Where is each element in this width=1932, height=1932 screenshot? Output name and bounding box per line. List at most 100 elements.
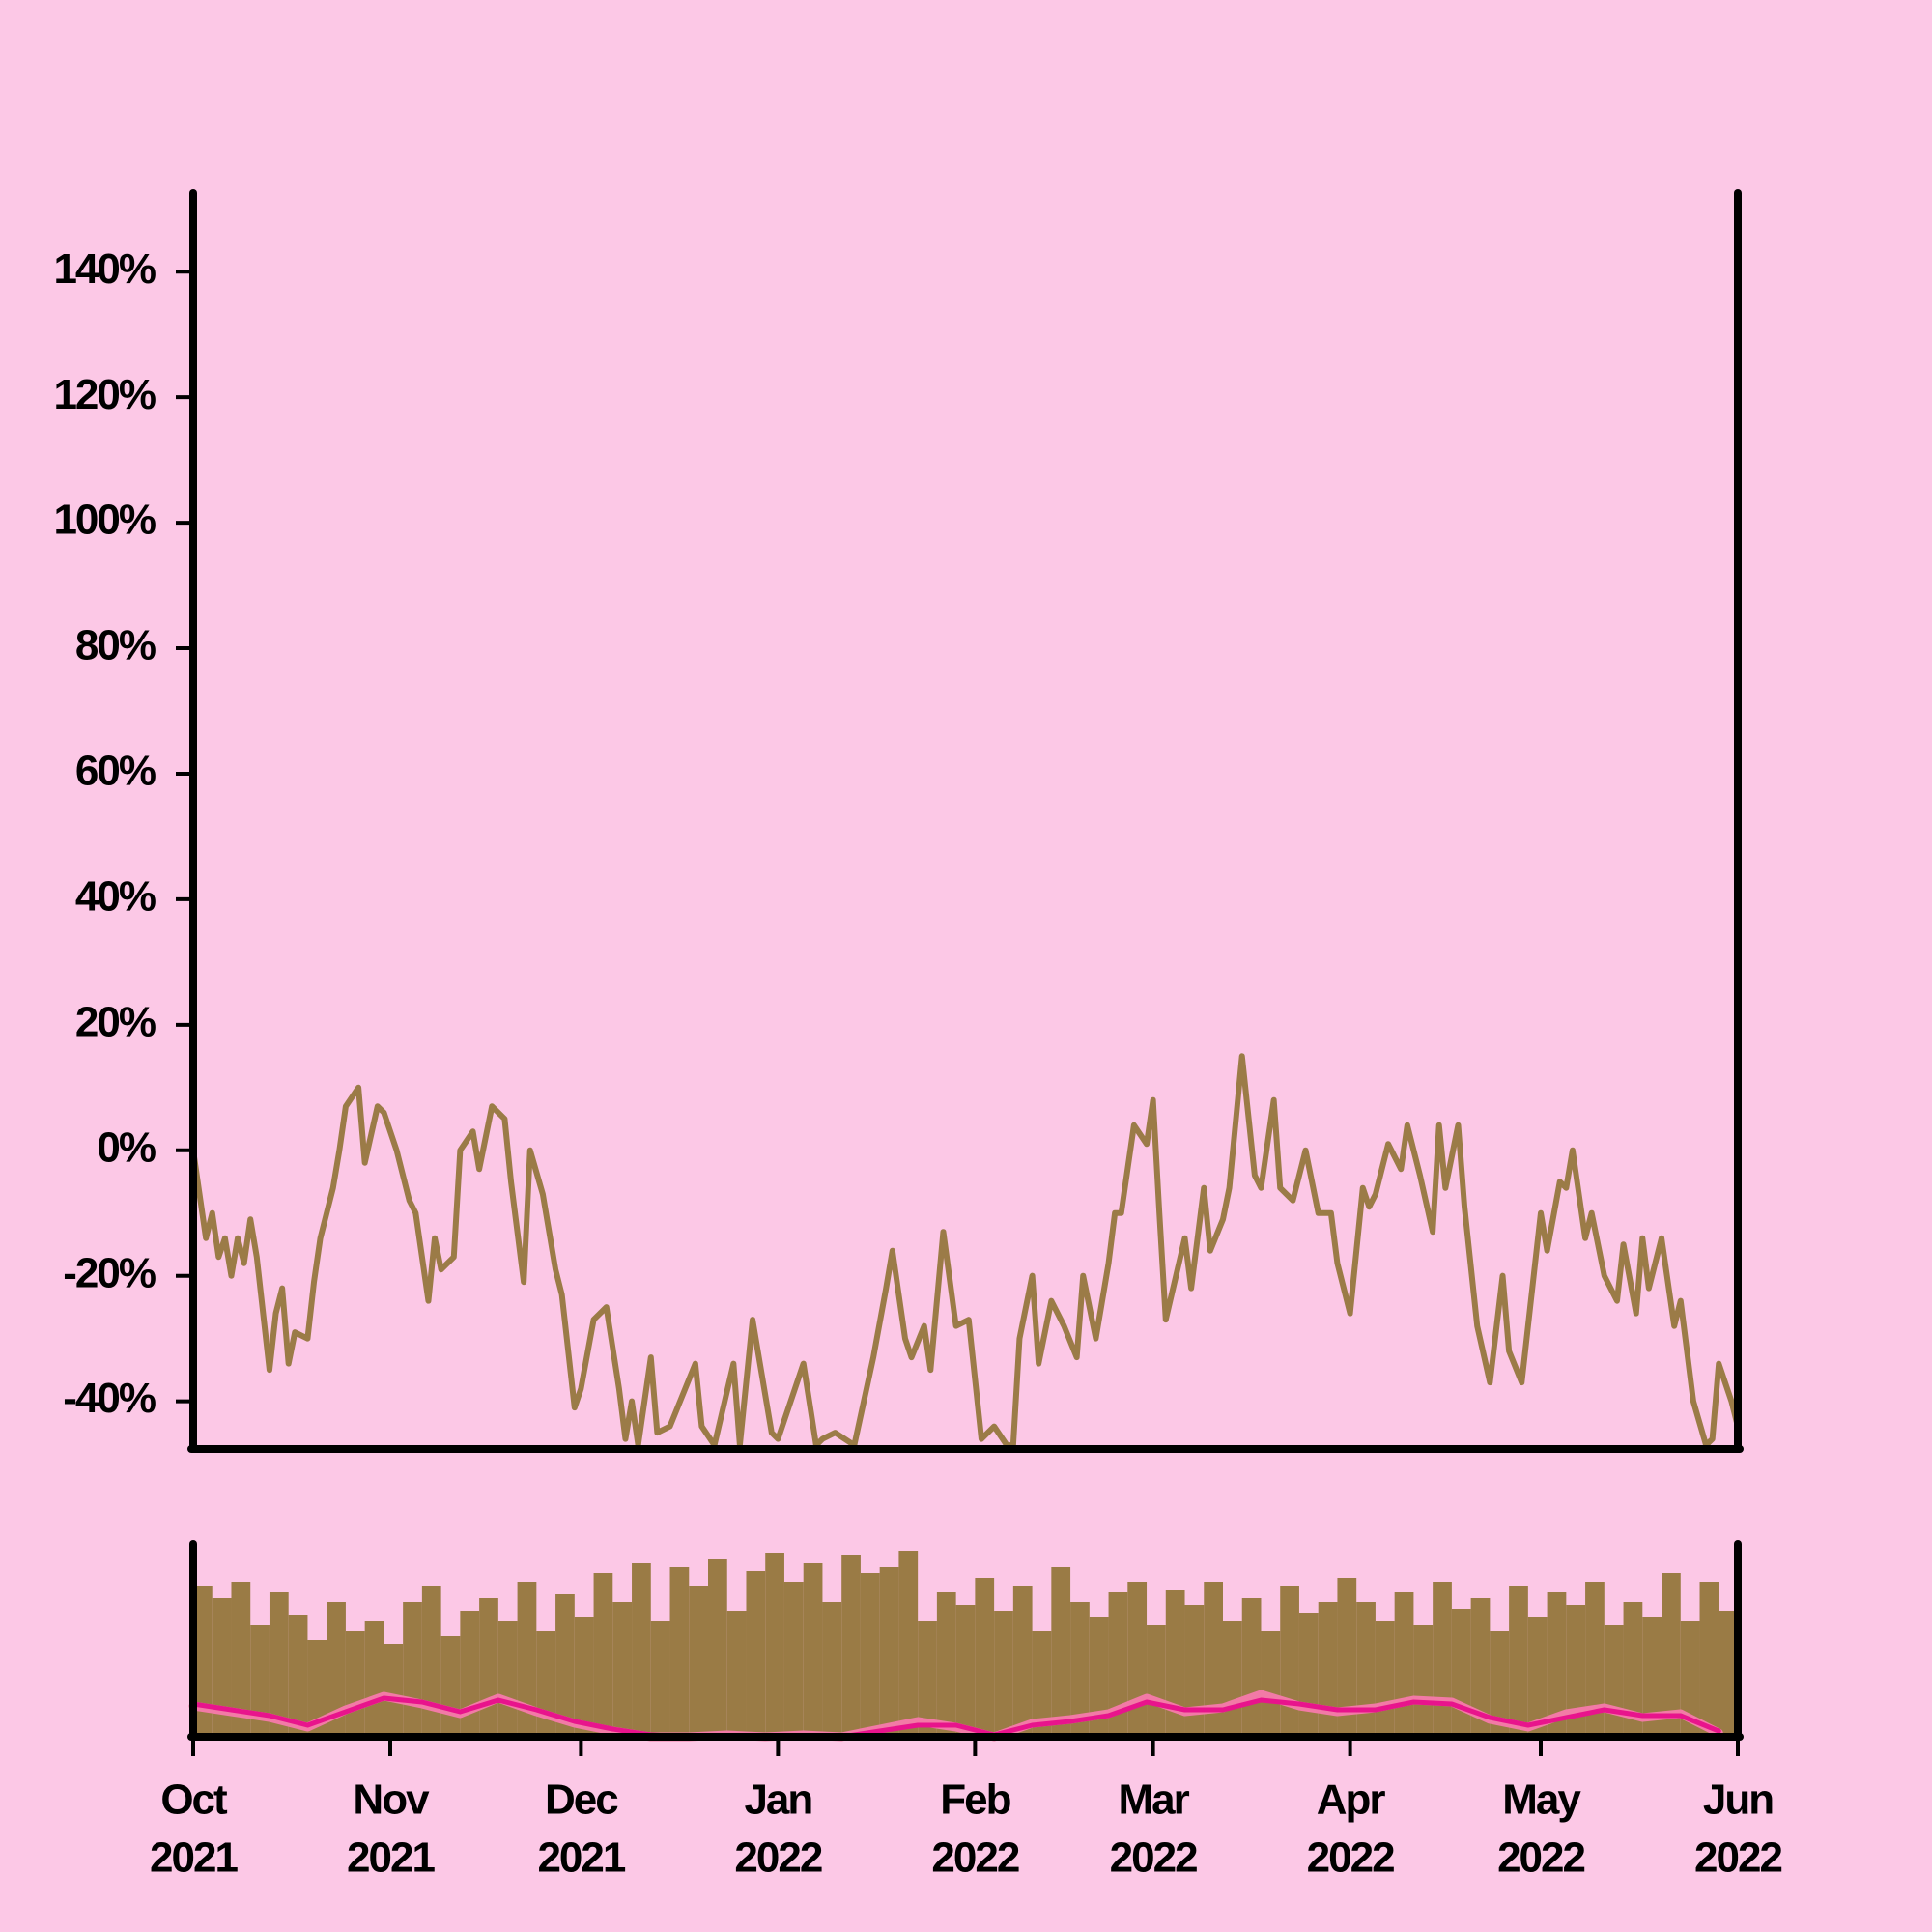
volume-bar	[841, 1555, 861, 1737]
volume-bar	[1527, 1617, 1548, 1737]
volume-bar	[1051, 1567, 1071, 1737]
volume-bar	[1451, 1609, 1471, 1737]
volume-bar	[822, 1602, 842, 1737]
volume-bar	[1204, 1582, 1223, 1737]
volume-bar	[1490, 1631, 1510, 1737]
x-tick-label: 2021	[347, 1834, 435, 1882]
volume-bar	[879, 1567, 899, 1737]
volume-bar	[632, 1563, 651, 1737]
volume-bar	[1184, 1605, 1205, 1737]
volume-bar	[783, 1582, 804, 1737]
volume-bar	[803, 1563, 823, 1737]
y-tick-label: 20%	[75, 998, 156, 1045]
volume-bar	[1147, 1625, 1166, 1737]
ticks: -40% -20% 0% 20% 40% 60% 80% 100% 120% 140% Oct 202…	[53, 245, 1783, 1882]
volume-bar	[364, 1621, 384, 1737]
volume-bar	[1261, 1631, 1281, 1737]
volume-bar	[1108, 1592, 1128, 1737]
volume-bar	[421, 1586, 441, 1737]
volume-bar	[1547, 1592, 1567, 1737]
line	[190, 1695, 1721, 1740]
x-tick-label: 2022	[1497, 1834, 1584, 1882]
x-tick-label: 2021	[537, 1834, 625, 1882]
volume-bar	[726, 1611, 747, 1737]
volume-bar	[574, 1617, 594, 1737]
x-tick-label: 2022	[931, 1834, 1018, 1882]
x-tick-label: Mar	[1118, 1776, 1189, 1824]
x-tick-label: May	[1502, 1776, 1581, 1824]
volume-bar	[269, 1592, 289, 1737]
volume-bar	[1070, 1602, 1090, 1737]
y-tick-label: -40%	[63, 1375, 156, 1422]
volume-bar	[650, 1621, 670, 1737]
volume-bar	[1470, 1598, 1491, 1737]
volume-bar	[1699, 1582, 1719, 1737]
volume-bar	[1566, 1605, 1586, 1737]
x-tick-label: 2021	[150, 1834, 238, 1882]
volume-bar	[1604, 1625, 1624, 1737]
volume-bar	[898, 1551, 919, 1737]
volume-bar	[193, 1586, 213, 1737]
volume-bar	[1298, 1613, 1319, 1737]
x-tick-label: 2022	[1110, 1834, 1197, 1882]
volume-bar	[1433, 1582, 1452, 1737]
volume-bar	[1642, 1617, 1662, 1737]
x-tick-label: 2022	[1307, 1834, 1394, 1882]
volume-bar	[1165, 1590, 1185, 1737]
volume-bar	[250, 1625, 270, 1737]
volume-bar	[1719, 1611, 1738, 1737]
y-tick-label: 80%	[75, 622, 156, 669]
x-tick-label: 2022	[734, 1834, 821, 1882]
x-tick-label: Feb	[940, 1776, 1010, 1824]
volume-bar	[1394, 1592, 1414, 1737]
volume-bar	[1680, 1621, 1700, 1737]
volume-bar	[975, 1578, 995, 1737]
volume-bar	[765, 1553, 784, 1737]
volume-bar	[212, 1598, 232, 1737]
volume-bar	[345, 1631, 365, 1737]
volume-bar	[1280, 1586, 1299, 1737]
y-tick-label: 140%	[53, 245, 155, 293]
y-tick-label: -20%	[63, 1249, 156, 1296]
volume-bar	[1585, 1582, 1605, 1737]
volume-bar	[1413, 1625, 1434, 1737]
y-tick-label: 60%	[75, 748, 156, 795]
volume-bar	[936, 1592, 956, 1737]
volume-bar	[1223, 1621, 1242, 1737]
y-tick-label: 120%	[53, 371, 155, 418]
volume-bar	[689, 1586, 708, 1737]
y-tick-label: 40%	[75, 873, 156, 921]
volume-bar	[231, 1582, 251, 1737]
volume-bar	[955, 1605, 976, 1737]
x-tick-label: Nov	[353, 1776, 430, 1824]
volume-bar	[612, 1602, 633, 1737]
volume-bar	[517, 1582, 537, 1737]
volume-bar	[1318, 1602, 1338, 1737]
volume-bar	[460, 1611, 480, 1737]
volume-bar	[746, 1571, 766, 1737]
volume-bar	[384, 1644, 404, 1737]
volume-bar	[1662, 1573, 1681, 1737]
volume-bar	[918, 1621, 937, 1737]
volume-bar	[497, 1621, 518, 1737]
volume-bar	[593, 1573, 613, 1737]
volume-bar	[1509, 1586, 1528, 1737]
x-tick-label: Jun	[1703, 1776, 1773, 1824]
x-tick-label: Jan	[744, 1776, 811, 1824]
volume-bar	[1012, 1586, 1033, 1737]
volume-bar	[403, 1602, 422, 1737]
volume-bar	[708, 1559, 727, 1737]
volume-bar	[1032, 1631, 1052, 1737]
x-tick-label: Oct	[160, 1776, 228, 1824]
volume-bar	[669, 1567, 690, 1737]
x-tick-label: 2022	[1694, 1834, 1781, 1882]
volume-bar	[1337, 1578, 1357, 1737]
volume-bar	[1241, 1598, 1262, 1737]
plot-area	[188, 1053, 1741, 1742]
volume-bar	[1623, 1602, 1643, 1737]
y-tick-label: 100%	[53, 497, 155, 544]
volume-bar	[860, 1573, 880, 1737]
volume-bar	[994, 1611, 1013, 1737]
line	[190, 1053, 1741, 1449]
